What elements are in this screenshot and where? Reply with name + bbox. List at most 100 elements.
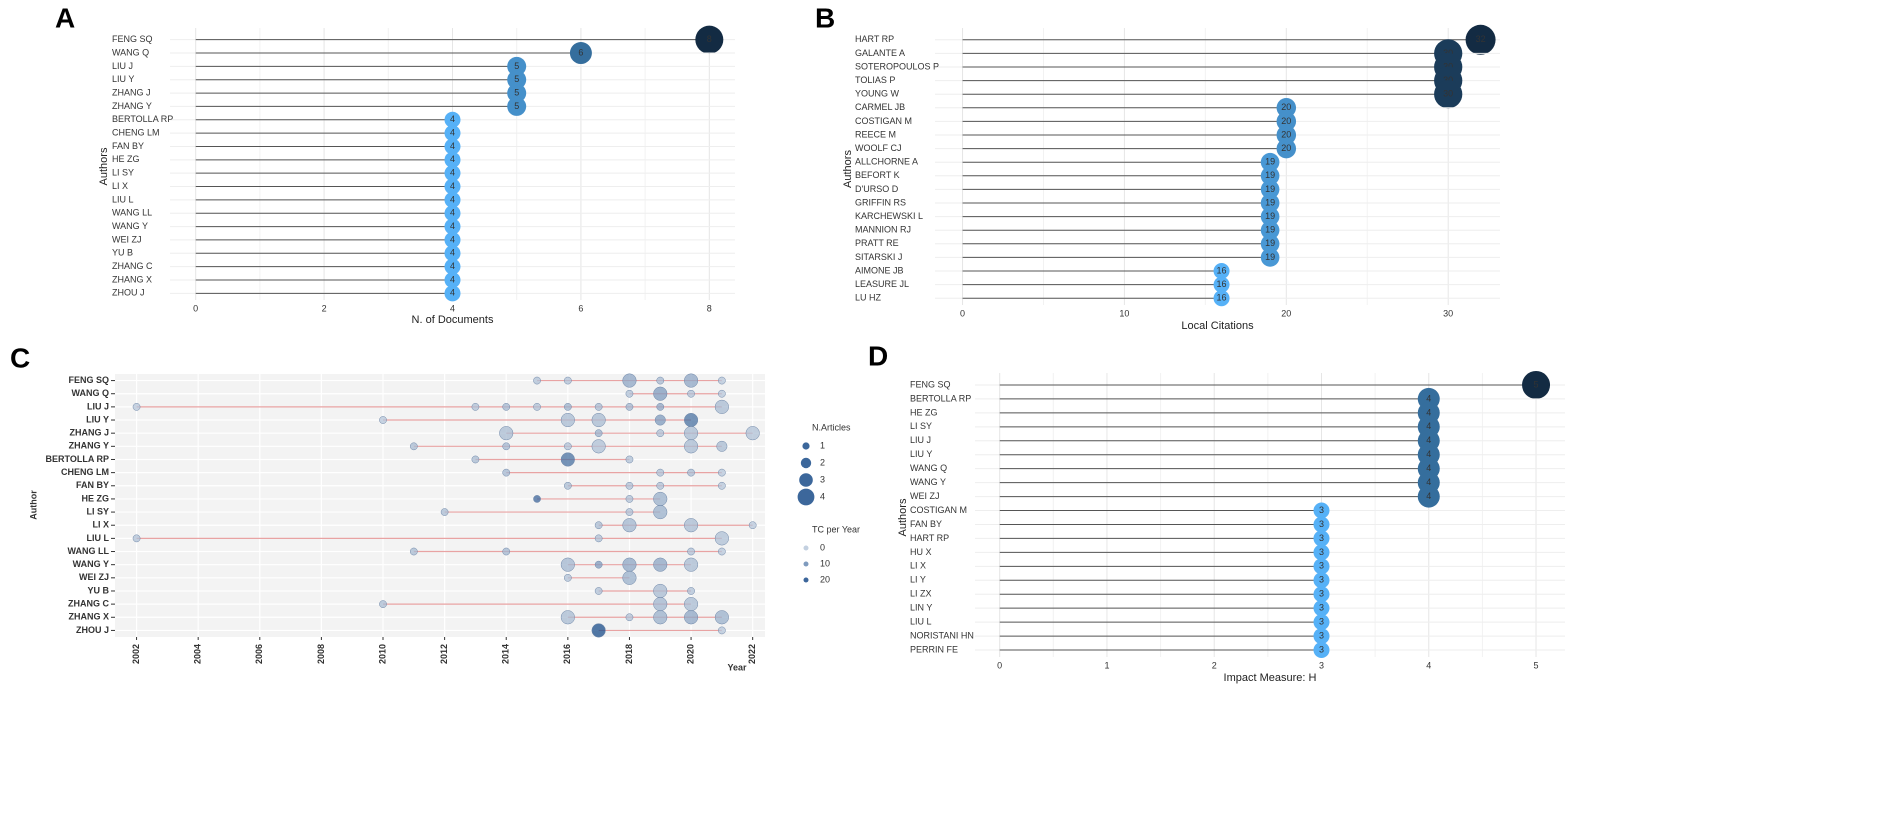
dot: [444, 178, 461, 195]
point: [718, 547, 726, 556]
data-label: 4: [450, 114, 455, 124]
dot: [1313, 614, 1330, 631]
y-tick-label: HART RP: [855, 34, 894, 44]
data-label: 4: [450, 154, 455, 164]
data-label: 3: [1319, 505, 1324, 515]
data-label: 30: [1443, 61, 1453, 71]
y-tick-label: CHENG LM: [112, 128, 160, 138]
y-tick-label: TOLIAS P: [855, 75, 895, 85]
y-tick-label: ZHANG J: [69, 428, 109, 438]
point: [625, 495, 634, 503]
x-tick-label: 2010: [377, 644, 387, 664]
point: [714, 399, 729, 414]
dot: [1260, 180, 1280, 199]
x-axis-label: N. of Documents: [412, 314, 494, 326]
dot: [1276, 98, 1297, 118]
point: [625, 481, 634, 490]
data-label: 5: [514, 101, 519, 111]
y-tick-label: LIU J: [87, 401, 109, 411]
y-tick-label: LIU Y: [86, 414, 109, 424]
data-label: 3: [1319, 561, 1324, 571]
y-tick-label: WANG Q: [112, 47, 149, 57]
y-tick-label: LIU L: [112, 194, 134, 204]
point: [687, 389, 695, 398]
y-tick-label: WANG LL: [112, 208, 152, 218]
legend-label: 4: [820, 491, 825, 501]
point: [684, 373, 699, 388]
point: [594, 534, 603, 543]
point: [563, 376, 572, 385]
x-tick-label: 2002: [131, 644, 141, 664]
dot: [507, 56, 527, 76]
data-label: 5: [514, 87, 519, 97]
x-tick-label: 30: [1443, 308, 1453, 318]
data-label: 3: [1319, 644, 1324, 654]
point: [656, 429, 665, 438]
data-label: 20: [1281, 143, 1291, 153]
dot: [444, 271, 461, 288]
data-label: 20: [1281, 102, 1291, 112]
data-label: 19: [1265, 157, 1275, 167]
data-label: 19: [1265, 170, 1275, 180]
legend-label: 10: [820, 558, 830, 568]
x-tick-label: 2014: [501, 644, 511, 664]
point: [409, 547, 418, 556]
point: [622, 570, 637, 585]
y-tick-label: FENG SQ: [112, 34, 153, 44]
point: [653, 505, 668, 520]
point: [594, 429, 603, 438]
data-label: 16: [1217, 279, 1227, 289]
dot: [507, 70, 527, 90]
y-tick-label: ZHANG X: [69, 612, 110, 622]
dot: [444, 125, 461, 142]
data-label: 4: [1426, 477, 1431, 487]
data-label: 4: [450, 274, 455, 284]
legend-size-key: [799, 473, 813, 487]
y-tick-label: D'URSO D: [855, 184, 899, 194]
dot: [444, 205, 461, 222]
y-tick-label: WEI ZJ: [79, 572, 109, 582]
data-label: 19: [1265, 211, 1275, 221]
dot: [1313, 502, 1330, 519]
dot: [1313, 600, 1330, 617]
legend-label: 1: [820, 440, 825, 450]
dot: [1522, 370, 1551, 399]
y-tick-label: COSTIGAN M: [910, 505, 967, 515]
point: [591, 623, 606, 638]
y-tick-label: CHENG LM: [61, 467, 109, 477]
data-label: 19: [1265, 252, 1275, 262]
dot: [1313, 530, 1330, 547]
dot: [444, 138, 461, 155]
y-tick-label: SITARSKI J: [855, 252, 902, 262]
y-tick-label: GRIFFIN RS: [855, 197, 906, 207]
x-tick-label: 2006: [254, 644, 264, 664]
data-label: 3: [1319, 630, 1324, 640]
point: [687, 547, 695, 556]
x-tick-label: 6: [578, 303, 583, 313]
dot: [1260, 152, 1280, 172]
data-label: 4: [450, 221, 455, 231]
dot: [444, 285, 461, 302]
point: [591, 412, 606, 428]
dot: [444, 258, 461, 275]
point: [625, 613, 634, 622]
legend-label: 3: [820, 474, 825, 484]
legend-label: 2: [820, 457, 825, 467]
dot: [1260, 166, 1280, 186]
data-label: 20: [1281, 129, 1291, 139]
point: [684, 557, 699, 572]
x-tick-label: 5: [1534, 660, 1539, 670]
x-axis-label: Impact Measure: H: [1224, 672, 1317, 684]
data-label: 3: [1319, 575, 1324, 585]
y-tick-label: MANNION RJ: [855, 225, 911, 235]
point: [718, 389, 726, 398]
y-tick-label: ZHANG Y: [112, 101, 152, 111]
point: [684, 412, 699, 428]
point: [622, 518, 637, 533]
point: [718, 481, 726, 490]
point: [594, 403, 603, 411]
y-tick-label: AIMONE JB: [855, 265, 904, 275]
legend-size-key: [802, 442, 810, 450]
point: [684, 610, 699, 625]
